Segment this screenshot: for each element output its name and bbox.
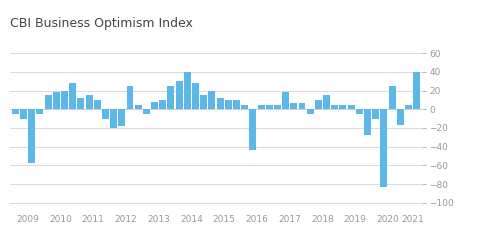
Bar <box>45 95 51 109</box>
Bar <box>241 105 248 109</box>
Bar <box>110 109 117 128</box>
Bar <box>413 72 420 109</box>
Bar <box>36 109 43 114</box>
Bar <box>372 109 379 119</box>
Bar <box>176 81 182 109</box>
Text: CBI Business Optimism Index: CBI Business Optimism Index <box>10 17 192 30</box>
Bar <box>61 91 68 109</box>
Bar <box>348 105 355 109</box>
Bar <box>143 109 150 114</box>
Bar <box>266 105 273 109</box>
Bar <box>323 95 330 109</box>
Bar <box>282 92 289 109</box>
Bar <box>389 86 396 109</box>
Bar <box>119 109 125 126</box>
Bar <box>85 95 93 109</box>
Bar <box>307 109 313 114</box>
Bar <box>12 109 19 114</box>
Bar <box>94 100 101 109</box>
Bar <box>102 109 109 119</box>
Bar <box>77 98 84 109</box>
Bar <box>135 105 142 109</box>
Bar <box>28 109 35 163</box>
Bar <box>127 86 133 109</box>
Bar <box>405 105 412 109</box>
Bar <box>192 83 199 109</box>
Bar <box>356 109 363 114</box>
Bar <box>339 105 347 109</box>
Bar <box>397 109 404 125</box>
Bar <box>299 103 305 109</box>
Bar <box>274 105 281 109</box>
Bar <box>208 91 216 109</box>
Bar <box>258 105 264 109</box>
Bar <box>233 100 240 109</box>
Bar <box>364 109 371 135</box>
Bar <box>184 72 191 109</box>
Bar <box>151 102 158 109</box>
Bar <box>216 98 224 109</box>
Bar <box>381 109 387 187</box>
Bar <box>250 109 256 150</box>
Bar <box>159 100 166 109</box>
Bar <box>168 86 174 109</box>
Bar <box>69 83 76 109</box>
Bar <box>290 103 297 109</box>
Bar <box>225 100 232 109</box>
Bar <box>315 100 322 109</box>
Bar <box>200 95 207 109</box>
Bar <box>20 109 27 119</box>
Bar <box>331 105 338 109</box>
Bar <box>53 92 60 109</box>
